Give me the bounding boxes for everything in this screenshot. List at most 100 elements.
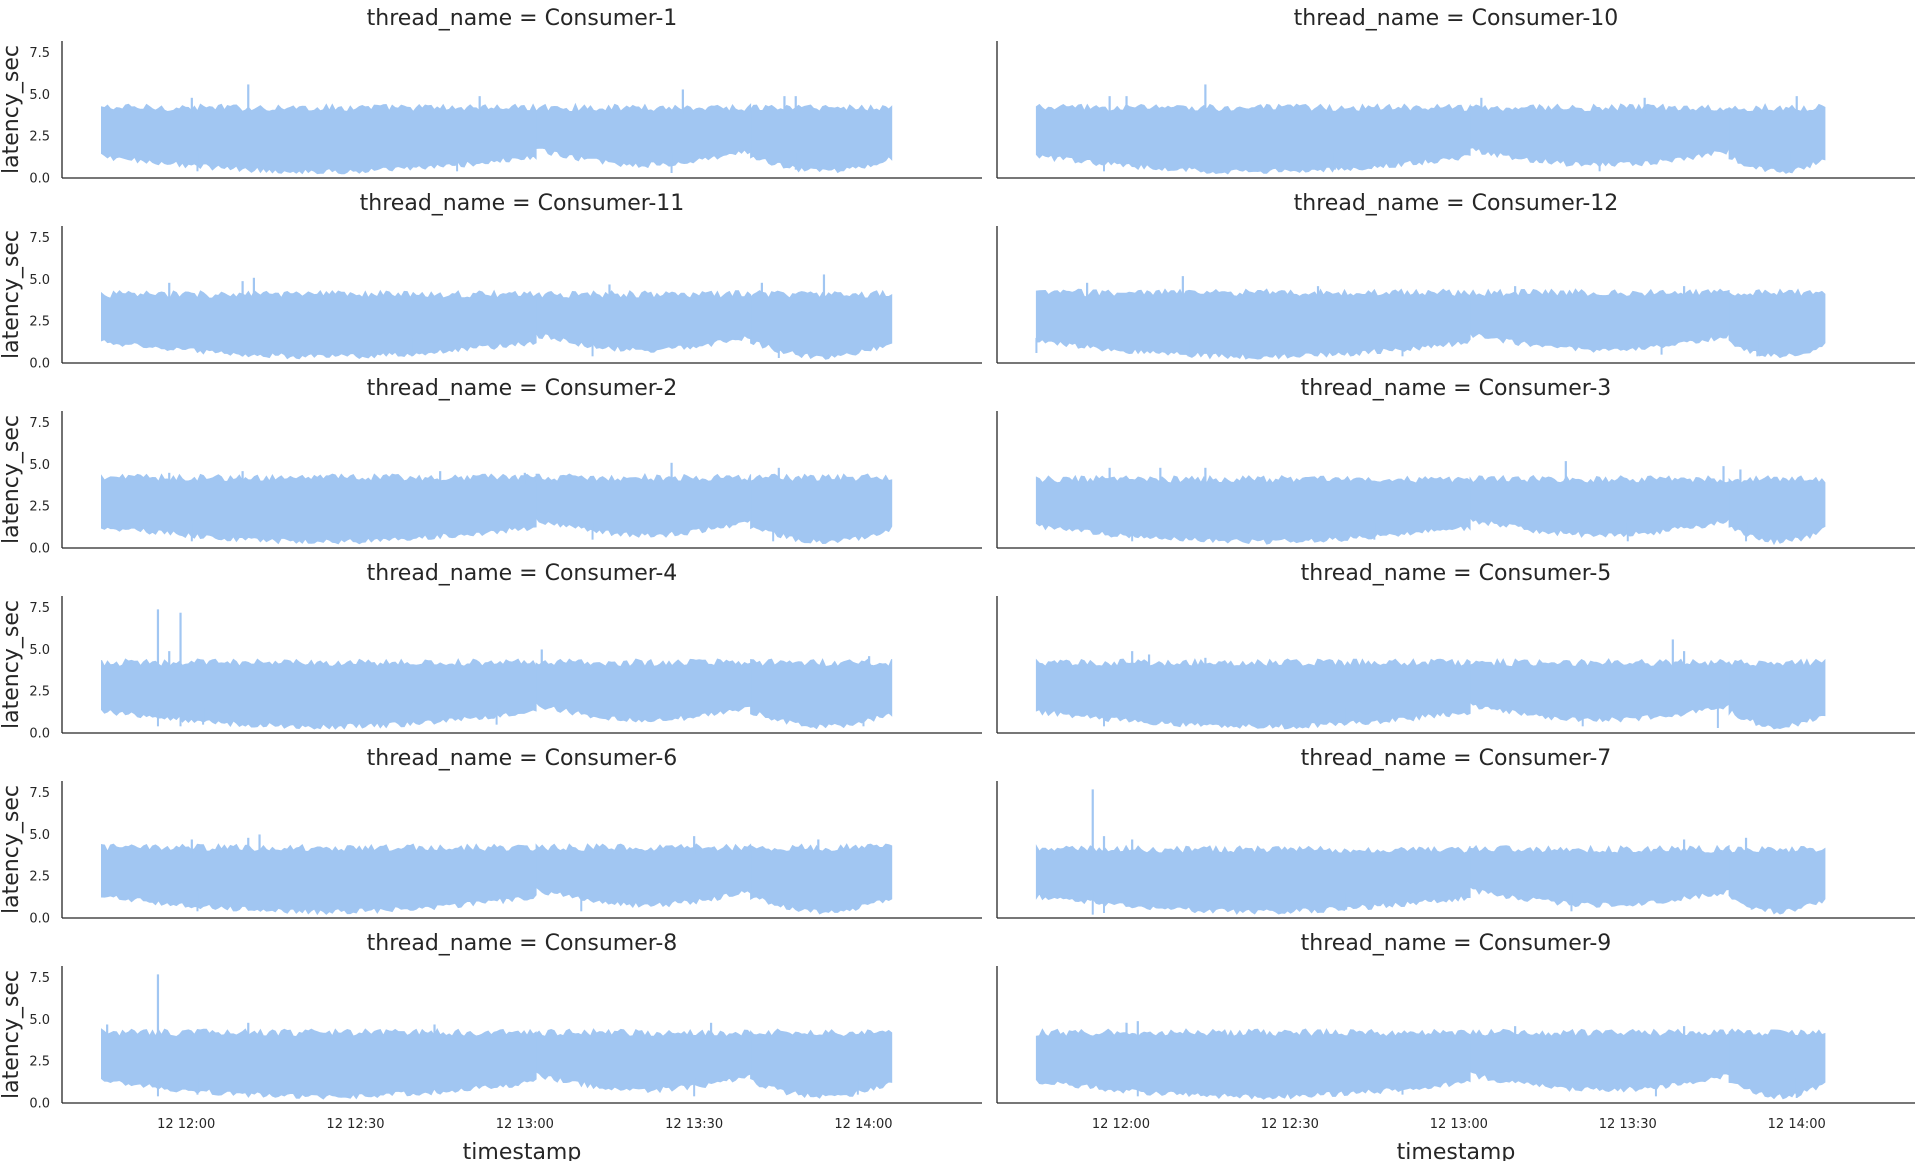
- panel-title: thread_name = Consumer-2: [367, 376, 678, 401]
- latency-band: [1469, 658, 1730, 723]
- panel-title: thread_name = Consumer-1: [367, 6, 678, 31]
- panel-title: thread_name = Consumer-8: [367, 931, 678, 956]
- y-axis-label: latency_sec: [0, 785, 24, 914]
- facet-panel: thread_name = Consumer-6 0.0 2.5 5.0 7.5 late…: [0, 746, 982, 927]
- y-tick-label: 5.0: [29, 1013, 50, 1028]
- y-tick-label: 0.0: [29, 542, 50, 557]
- panel-title: thread_name = Consumer-6: [367, 746, 678, 771]
- y-tick-label: 5.0: [29, 88, 50, 103]
- y-tick-label: 0.0: [29, 357, 50, 372]
- y-tick-label: 2.5: [29, 500, 50, 515]
- x-tick-label: 12 14:00: [1768, 1117, 1826, 1132]
- latency-band: [101, 473, 537, 545]
- panel-title: thread_name = Consumer-4: [367, 561, 678, 586]
- facet-panel: thread_name = Consumer-9 12 12:00 12 12:30…: [996, 931, 1915, 1161]
- latency-band: [1728, 845, 1826, 915]
- x-tick-label: 12 13:30: [665, 1117, 723, 1132]
- latency-band: [1728, 103, 1826, 174]
- y-axis-label: latency_sec: [0, 230, 24, 359]
- latency-band: [1469, 844, 1730, 908]
- latency-band: [750, 104, 893, 174]
- facet-panel: thread_name = Consumer-12: [996, 191, 1915, 364]
- y-tick-label: 2.5: [29, 685, 50, 700]
- facet-panel: thread_name = Consumer-10: [996, 6, 1915, 179]
- latency-band: [1469, 474, 1730, 538]
- latency-band: [750, 473, 893, 545]
- latency-band: [1035, 658, 1471, 730]
- y-tick-label: 0.0: [29, 912, 50, 927]
- x-tick-label: 12 13:00: [1430, 1117, 1488, 1132]
- y-tick-label: 7.5: [29, 416, 50, 431]
- panel-title: thread_name = Consumer-5: [1301, 561, 1612, 586]
- y-tick-label: 5.0: [29, 828, 50, 843]
- y-tick-label: 0.0: [29, 727, 50, 742]
- x-axis-label: timestamp: [1397, 1140, 1516, 1161]
- y-tick-label: 5.0: [29, 273, 50, 288]
- y-tick-label: 0.0: [29, 1097, 50, 1112]
- y-tick-label: 2.5: [29, 315, 50, 330]
- panel-title: thread_name = Consumer-11: [360, 191, 685, 216]
- x-axis-label: timestamp: [463, 1140, 582, 1161]
- x-tick-label: 12 12:00: [157, 1117, 215, 1132]
- latency-band: [535, 290, 752, 353]
- facet-panel: thread_name = Consumer-4 0.0 2.5 5.0 7.5 late…: [0, 561, 982, 742]
- panel-title: thread_name = Consumer-10: [1294, 6, 1619, 31]
- facet-panel: thread_name = Consumer-11 0.0 2.5 5.0 7.5 lat…: [0, 191, 982, 372]
- latency-band: [750, 843, 893, 915]
- x-tick-label: 12 13:00: [496, 1117, 554, 1132]
- latency-band: [750, 658, 893, 730]
- latency-band: [750, 1028, 893, 1099]
- y-tick-label: 7.5: [29, 46, 50, 61]
- latency-band: [1469, 288, 1730, 353]
- latency-band: [1035, 474, 1471, 545]
- latency-band: [750, 289, 893, 360]
- x-tick-label: 12 12:30: [326, 1117, 384, 1132]
- y-axis-label: latency_sec: [0, 600, 24, 729]
- latency-band: [1469, 1028, 1730, 1093]
- y-tick-label: 2.5: [29, 130, 50, 145]
- latency-band: [101, 658, 537, 730]
- latency-band: [535, 1028, 752, 1094]
- facet-panel: thread_name = Consumer-5: [996, 561, 1915, 734]
- latency-band: [1728, 288, 1826, 359]
- y-tick-label: 7.5: [29, 786, 50, 801]
- latency-band: [535, 843, 752, 909]
- latency-band: [101, 103, 537, 175]
- latency-band: [1728, 658, 1826, 730]
- y-axis-label: latency_sec: [0, 415, 24, 544]
- panel-title: thread_name = Consumer-3: [1301, 376, 1612, 401]
- x-tick-label: 12 12:30: [1261, 1117, 1319, 1132]
- facet-panel: thread_name = Consumer-3: [996, 376, 1915, 549]
- latency-band: [1035, 103, 1471, 175]
- y-tick-label: 2.5: [29, 1055, 50, 1070]
- y-tick-label: 7.5: [29, 231, 50, 246]
- latency-band: [1728, 475, 1826, 546]
- y-tick-label: 7.5: [29, 601, 50, 616]
- panel-title: thread_name = Consumer-7: [1301, 746, 1612, 771]
- facet-panel: thread_name = Consumer-7: [996, 746, 1915, 919]
- panel-title: thread_name = Consumer-12: [1294, 191, 1619, 216]
- latency-band: [101, 1027, 537, 1100]
- panel-title: thread_name = Consumer-9: [1301, 931, 1612, 956]
- x-tick-label: 12 13:30: [1599, 1117, 1657, 1132]
- y-tick-label: 2.5: [29, 870, 50, 885]
- facet-panel: thread_name = Consumer-8 0.0 2.5 5.0 7.5 late…: [0, 931, 982, 1161]
- y-tick-label: 0.0: [29, 172, 50, 187]
- x-tick-label: 12 14:00: [834, 1117, 892, 1132]
- latency-band: [1035, 288, 1471, 360]
- latency-band: [1728, 1028, 1826, 1100]
- y-tick-label: 7.5: [29, 971, 50, 986]
- latency-band: [101, 289, 537, 360]
- latency-band: [1035, 1028, 1471, 1100]
- facet-panel: thread_name = Consumer-2 0.0 2.5 5.0 7.5 late…: [0, 376, 982, 557]
- y-axis-label: latency_sec: [0, 45, 24, 174]
- latency-band: [535, 658, 752, 723]
- latency-band: [101, 843, 537, 916]
- x-tick-label: 12 12:00: [1092, 1117, 1150, 1132]
- y-tick-label: 5.0: [29, 643, 50, 658]
- facet-panel: thread_name = Consumer-1 0.0 2.5 5.0 7.5 late…: [0, 6, 982, 187]
- y-axis-label: latency_sec: [0, 970, 24, 1099]
- latency-band: [1035, 844, 1471, 915]
- latency-band: [535, 102, 752, 169]
